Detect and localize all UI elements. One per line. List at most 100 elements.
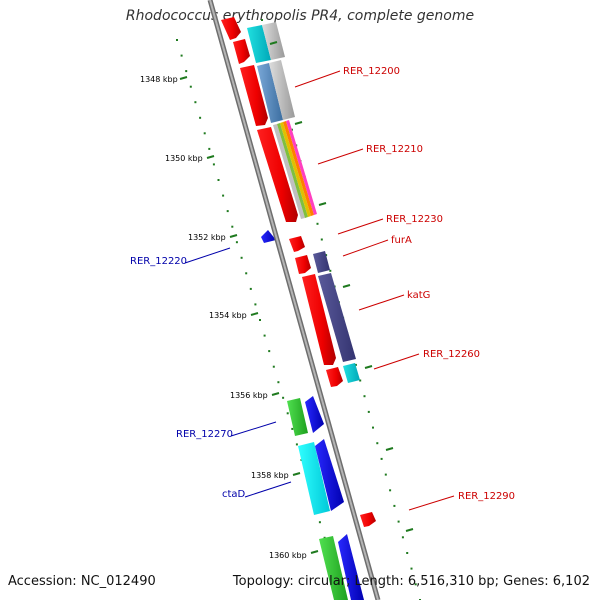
ring-dot xyxy=(325,254,328,257)
ring-dot xyxy=(318,521,321,524)
ring-dot xyxy=(291,427,294,430)
gene-label-katG[interactable]: katG xyxy=(407,290,430,301)
ring-dot xyxy=(363,395,366,398)
label-leader xyxy=(337,218,384,235)
kbp-tick xyxy=(271,392,280,396)
kbp-tick-label: 1350 kbp xyxy=(165,154,203,163)
ring-dot xyxy=(254,303,257,306)
ring-dot xyxy=(226,210,229,213)
ring-dot xyxy=(194,101,197,104)
gene-arrow xyxy=(326,367,343,387)
gene-label-rer-12270[interactable]: RER_12270 xyxy=(176,429,233,440)
ring-dot xyxy=(199,116,202,119)
label-leader xyxy=(342,239,389,257)
ring-dot xyxy=(208,147,211,150)
gene-arrow xyxy=(302,274,336,365)
ring-dot xyxy=(240,256,243,259)
ring-dot xyxy=(410,567,413,570)
gene-arrow-blue xyxy=(261,230,276,243)
forward-genes xyxy=(221,17,376,527)
gene-arrow-blue xyxy=(315,439,344,511)
ring-dot xyxy=(259,319,261,321)
gene-arrow-green xyxy=(287,398,308,436)
kbp-tick-label: 1356 kbp xyxy=(230,391,268,400)
reverse-gene-labels: RER_12220 RER_12270 ctaD xyxy=(130,247,292,500)
genome-backbone xyxy=(207,0,381,600)
ring-dot xyxy=(176,39,178,41)
ring-dot xyxy=(316,222,319,225)
gene-label-rer-12230[interactable]: RER_12230 xyxy=(386,214,443,225)
gene-label-furA[interactable]: furA xyxy=(391,235,412,246)
kbp-tick-label: 1360 kbp xyxy=(269,551,307,560)
gene-label-rer-12200[interactable]: RER_12200 xyxy=(343,66,400,77)
kbp-tick xyxy=(206,155,215,159)
ring-dot xyxy=(185,70,188,73)
ring-dot xyxy=(354,363,357,366)
gene-label-ctaD[interactable]: ctaD xyxy=(222,489,246,500)
gene-arrow-blue xyxy=(338,534,364,600)
gene-label-rer-12220[interactable]: RER_12220 xyxy=(130,256,187,267)
label-leader xyxy=(358,294,405,311)
ring-dot xyxy=(245,272,248,275)
gene-label-rer-12210[interactable]: RER_12210 xyxy=(366,144,423,155)
ring-dot xyxy=(212,163,215,166)
label-leader xyxy=(408,495,455,511)
kbp-tick-label: 1354 kbp xyxy=(209,311,247,320)
ring-dot xyxy=(203,132,206,135)
label-leader xyxy=(373,353,420,370)
ring-dot xyxy=(217,179,220,181)
gene-arrow xyxy=(289,236,305,252)
ring-dot xyxy=(406,552,409,554)
kbp-tick-label: 1358 kbp xyxy=(251,471,289,480)
track-navy-small xyxy=(313,251,330,273)
ring-dot xyxy=(290,128,293,131)
ring-dot xyxy=(414,583,417,586)
gene-arrow xyxy=(221,17,241,40)
gene-arrow xyxy=(360,512,376,527)
gene-arrow xyxy=(295,255,311,274)
ring-dot xyxy=(231,225,234,228)
ring-dot xyxy=(397,520,400,523)
kbp-tick xyxy=(292,472,301,476)
ring-dot xyxy=(367,410,370,413)
ring-dot xyxy=(235,241,238,244)
ring-dot xyxy=(359,379,362,382)
kbp-tick xyxy=(250,312,259,316)
track-multicolor-stripes xyxy=(273,120,317,219)
ring-dot xyxy=(286,412,289,415)
kbp-tick-label: 1352 kbp xyxy=(188,233,226,242)
ring-dot xyxy=(261,19,263,21)
gene-label-rer-12290[interactable]: RER_12290 xyxy=(458,491,515,502)
inner-tick-marks xyxy=(269,41,414,532)
ring-dot xyxy=(323,536,326,539)
genome-summary-text: Topology: circular; Length: 6,516,310 bp… xyxy=(232,574,590,589)
ring-dot xyxy=(189,85,192,88)
gene-arrow-green xyxy=(319,536,348,600)
label-leader xyxy=(244,481,292,498)
ring-dot xyxy=(380,457,383,460)
ring-dot xyxy=(180,54,183,57)
track-teal xyxy=(247,25,271,63)
label-leader xyxy=(294,70,341,88)
ring-dot xyxy=(282,396,285,399)
label-leader xyxy=(317,148,364,165)
label-leader xyxy=(230,421,277,437)
ring-dot xyxy=(295,443,298,446)
ring-dot xyxy=(268,350,271,353)
track-steel xyxy=(257,63,283,123)
kbp-tick xyxy=(179,76,188,80)
ring-dot xyxy=(320,238,323,241)
gene-label-rer-12260[interactable]: RER_12260 xyxy=(423,349,480,360)
kbp-tick xyxy=(229,234,238,238)
gene-arrow xyxy=(257,127,298,222)
track-grey-top xyxy=(262,22,285,60)
ring-dot xyxy=(272,365,275,368)
kbp-tick-label: 1348 kbp xyxy=(140,75,178,84)
ring-dot xyxy=(277,381,280,384)
feature-tracks xyxy=(247,22,360,383)
ring-dot xyxy=(393,504,396,507)
gene-arrow xyxy=(233,39,250,64)
gene-arrow-blue xyxy=(305,396,324,433)
track-grey-mid xyxy=(269,60,295,120)
ring-dot xyxy=(329,269,332,272)
